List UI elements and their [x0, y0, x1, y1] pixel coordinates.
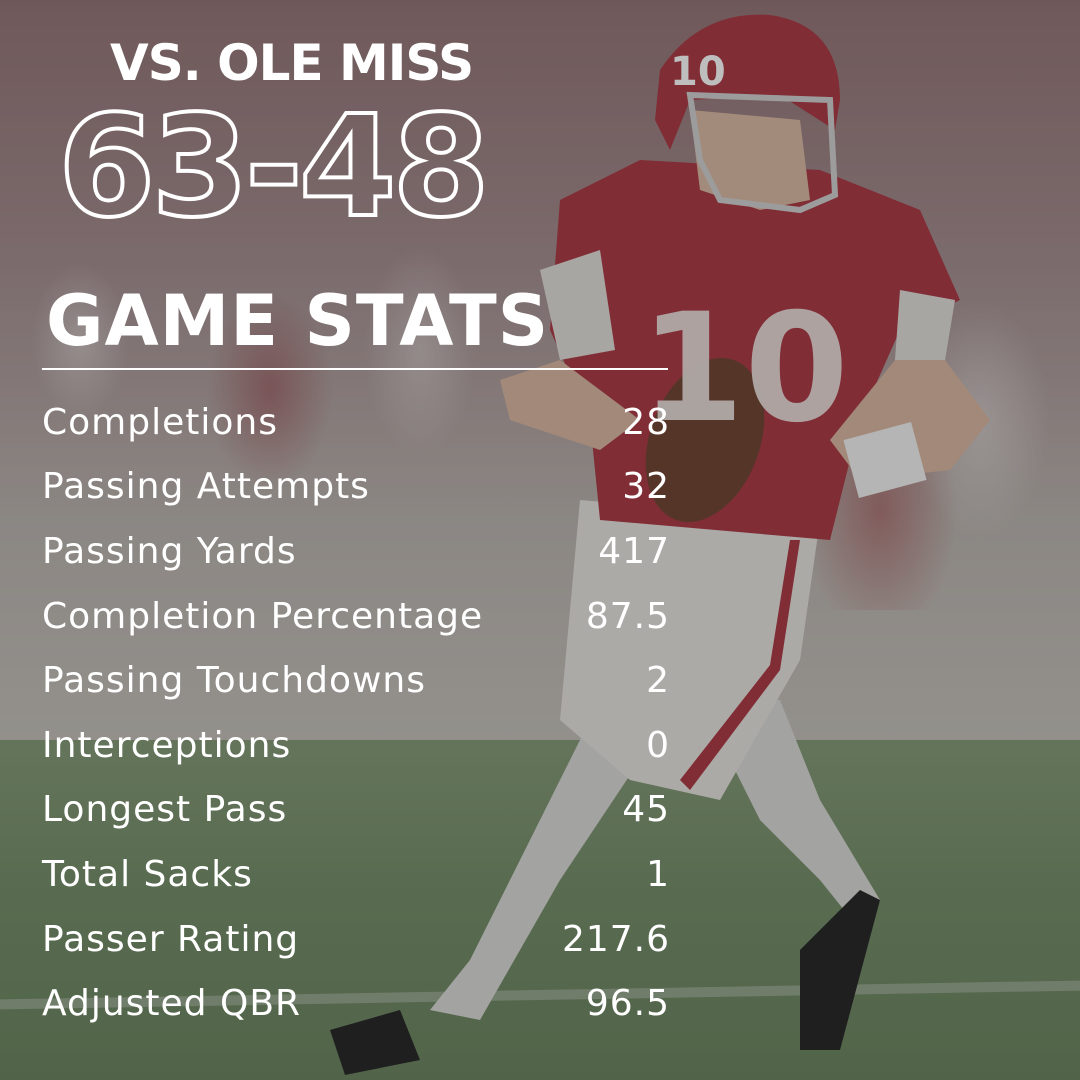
- stat-value: 1: [646, 853, 670, 895]
- sleeve-right: [895, 290, 955, 360]
- stat-row: Interceptions 0: [42, 713, 670, 778]
- stat-row: Passing Touchdowns 2: [42, 648, 670, 713]
- stat-row: Passer Rating 217.6: [42, 907, 670, 972]
- stat-label: Total Sacks: [42, 853, 253, 895]
- stat-value: 28: [622, 401, 670, 443]
- player-arm-left: [500, 360, 640, 450]
- stat-row: Adjusted QBR 96.5: [42, 971, 670, 1036]
- stat-label: Completion Percentage: [42, 595, 484, 637]
- player-left-leg: [700, 700, 880, 930]
- stat-value: 45: [622, 789, 670, 831]
- opponent-title: VS. OLE MISS: [110, 34, 474, 92]
- section-title: GAME STATS: [46, 280, 550, 362]
- stat-label: Longest Pass: [42, 789, 288, 831]
- facemask: [686, 91, 839, 214]
- football: [645, 357, 765, 523]
- wrist-tape: [843, 421, 927, 499]
- stat-value: 96.5: [585, 983, 670, 1025]
- stat-row: Passing Yards 417: [42, 519, 670, 584]
- stat-value: 217.6: [561, 918, 670, 960]
- pants-stripe: [680, 540, 800, 790]
- player-cleat-right: [800, 890, 880, 1050]
- final-score: 63-48: [56, 86, 492, 249]
- stat-value: 417: [598, 530, 670, 572]
- stat-row: Longest Pass 45: [42, 778, 670, 843]
- stat-label: Passing Yards: [42, 530, 297, 572]
- stat-label: Passing Touchdowns: [42, 660, 426, 702]
- stat-row: Completions 28: [42, 390, 670, 455]
- stats-list: Completions 28 Passing Attempts 32 Passi…: [42, 390, 670, 1036]
- player-cleat-left: [330, 1010, 420, 1075]
- stat-label: Interceptions: [42, 724, 292, 766]
- stat-label: Passing Attempts: [42, 466, 370, 508]
- sleeve-left: [540, 250, 615, 360]
- player-face: [690, 110, 810, 210]
- stat-row: Completion Percentage 87.5: [42, 584, 670, 649]
- stat-row: Total Sacks 1: [42, 842, 670, 907]
- player-right-leg: [430, 700, 640, 1020]
- jersey-number: 10: [640, 282, 849, 456]
- stat-label: Completions: [42, 401, 278, 443]
- stat-label: Passer Rating: [42, 918, 300, 960]
- title-divider: [42, 368, 668, 370]
- stat-value: 32: [622, 466, 670, 508]
- stat-value: 87.5: [585, 595, 670, 637]
- stat-row: Passing Attempts 32: [42, 455, 670, 520]
- stat-label: Adjusted QBR: [42, 983, 302, 1025]
- stat-value: 0: [646, 724, 670, 766]
- stat-value: 2: [646, 660, 670, 702]
- player-pants: [560, 500, 820, 800]
- helmet-number: 10: [670, 49, 726, 95]
- helmet: [655, 14, 840, 150]
